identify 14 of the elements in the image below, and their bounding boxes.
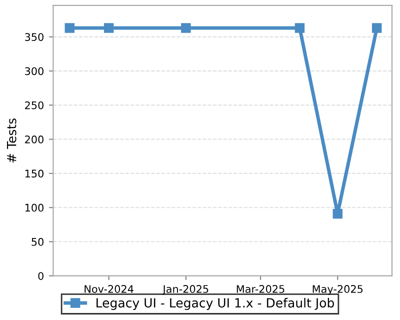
y-axis-title: # Tests [7, 118, 16, 162]
y-tick-label: 350 [25, 33, 44, 41]
y-tick-label: 200 [25, 136, 44, 144]
x-tick-label: Mar-2025 [236, 285, 284, 293]
x-tick-label: Jan-2025 [162, 285, 208, 295]
y-tick-label: 300 [25, 67, 44, 76]
y-tick-label: 0 [38, 272, 44, 280]
x-tick-label: May-2025 [312, 285, 363, 295]
legend-label: Legacy UI - Legacy UI 1.x - Default Job [96, 298, 334, 310]
x-tick-label: Nov-2024 [84, 285, 134, 293]
y-tick-label: 250 [25, 101, 44, 110]
y-tick-label: 100 [25, 204, 44, 212]
y-tick-label: 50 [32, 238, 44, 246]
y-tick-label: 150 [25, 170, 44, 178]
